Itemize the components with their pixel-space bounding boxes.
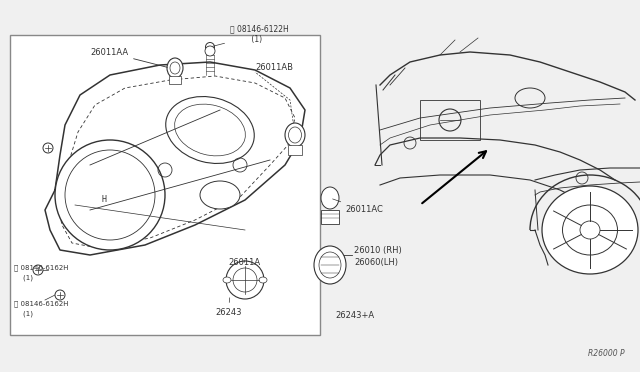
Text: 26243: 26243	[215, 298, 241, 317]
Bar	[169, 76, 181, 84]
Ellipse shape	[226, 261, 264, 299]
Ellipse shape	[33, 265, 43, 275]
Ellipse shape	[223, 277, 231, 283]
Ellipse shape	[55, 140, 165, 250]
Text: H: H	[102, 196, 106, 205]
Text: 26010 (RH): 26010 (RH)	[354, 246, 402, 254]
Text: 26011AB: 26011AB	[255, 64, 293, 73]
Text: 26243+A: 26243+A	[335, 311, 374, 320]
Bar	[420, 100, 480, 140]
Ellipse shape	[205, 46, 215, 56]
Ellipse shape	[285, 123, 305, 147]
Text: (1): (1)	[14, 311, 33, 317]
Ellipse shape	[55, 290, 65, 300]
Ellipse shape	[321, 187, 339, 209]
Text: 26011A: 26011A	[228, 258, 260, 267]
Bar	[321, 210, 339, 224]
Ellipse shape	[43, 143, 53, 153]
Text: (1): (1)	[14, 275, 33, 281]
Ellipse shape	[542, 186, 638, 274]
Text: Ⓑ 08146-6162H: Ⓑ 08146-6162H	[14, 301, 68, 307]
Text: 26011AA: 26011AA	[90, 48, 167, 67]
Ellipse shape	[205, 42, 214, 51]
Ellipse shape	[167, 58, 183, 78]
Ellipse shape	[259, 277, 267, 283]
Ellipse shape	[200, 181, 240, 209]
Text: Ⓑ 08146-6162H: Ⓑ 08146-6162H	[14, 265, 68, 271]
Bar	[10, 35, 320, 335]
Text: 26011AC: 26011AC	[333, 199, 383, 215]
Text: R26000 P: R26000 P	[588, 349, 625, 358]
Ellipse shape	[166, 96, 254, 163]
Ellipse shape	[314, 246, 346, 284]
Bar	[288, 145, 302, 155]
Text: Ⓑ 08146-6122H
         (1): Ⓑ 08146-6122H (1)	[212, 25, 289, 46]
Text: 26060(LH): 26060(LH)	[354, 257, 398, 266]
